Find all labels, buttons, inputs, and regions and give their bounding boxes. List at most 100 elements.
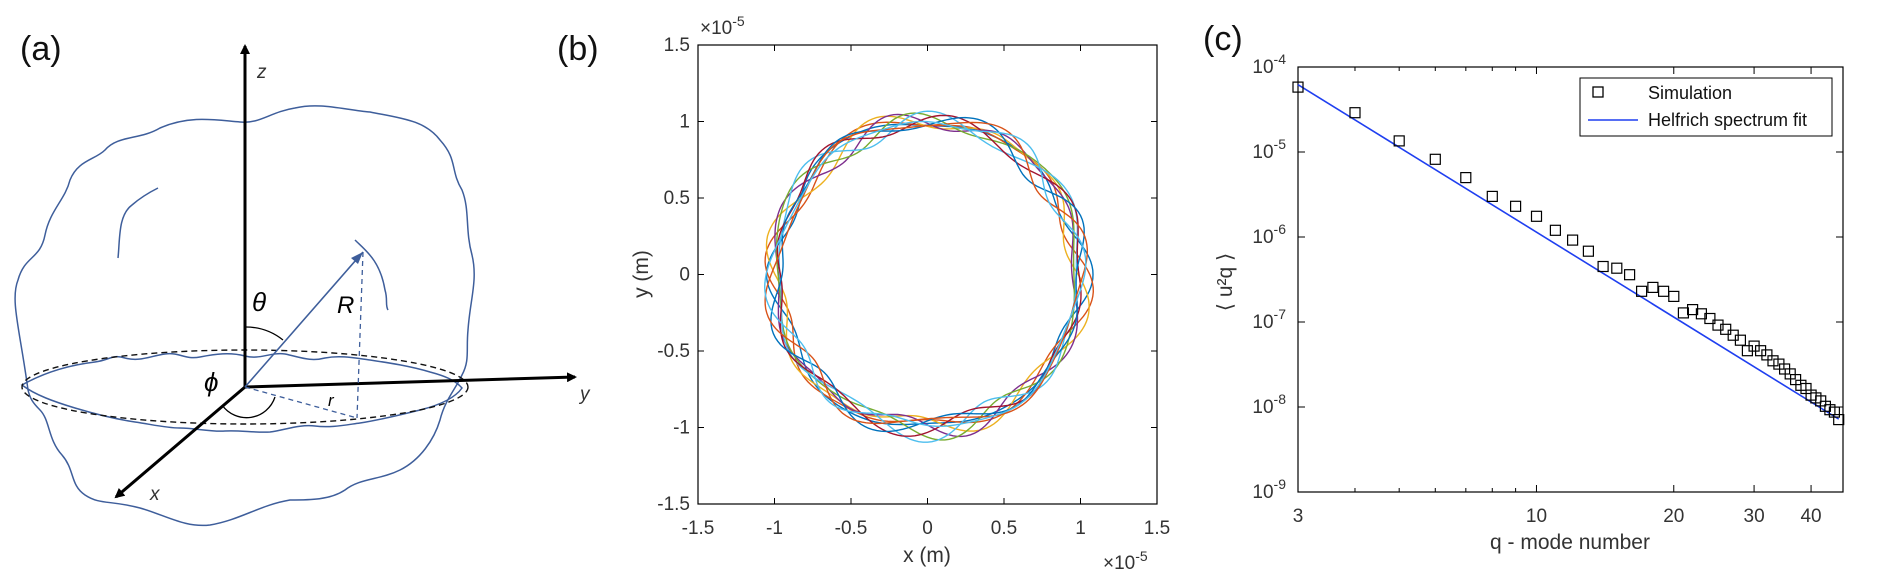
plot-c-xtick-label: 40 xyxy=(1800,506,1821,527)
plot-c-simulation-point xyxy=(1647,281,1659,293)
plot-b-xtick-label: -1.5 xyxy=(682,518,715,539)
plot-c-simulation-point xyxy=(1429,153,1441,165)
vesicle-outline xyxy=(14,105,475,527)
phi-arc xyxy=(221,396,276,419)
plot-b-contour-line xyxy=(775,112,1076,441)
legend-box xyxy=(1579,77,1833,137)
plot-c-simulation-point xyxy=(1509,200,1522,212)
panel-b: (b) -1.5 -1 -0.5 0 0.5 1 1.51.510.50-0.5-1-1.5… xyxy=(557,13,1170,574)
plot-c-ytick-label: 10-8 xyxy=(1252,391,1286,418)
panel-a-letter: (a) xyxy=(20,30,62,68)
plot-b-xtick-label: 0.5 xyxy=(991,518,1017,539)
radius-vector xyxy=(244,251,364,388)
plot-c-simulation-point xyxy=(1754,345,1767,357)
plot-b-contour-line xyxy=(770,116,1085,433)
plot-b-xmultiplier: ×10-5 xyxy=(1103,548,1148,569)
z-axis-label: z xyxy=(256,62,267,83)
plot-c-simulation-point xyxy=(1582,245,1595,257)
vesicle-fold-1 xyxy=(117,187,159,259)
y-axis-label: y xyxy=(578,384,591,405)
vesicle-fold-2 xyxy=(354,239,389,311)
plot-c-simulation-point xyxy=(1657,285,1670,297)
plot-b-ytick-label: 1 xyxy=(679,112,690,133)
plot-c-axes: 3 10 20 30 40 10-4 10-5 10-6 10-7 10-8 10-9 xyxy=(1252,51,1843,527)
phi-symbol: ϕ xyxy=(204,367,218,397)
plot-b-ytick-label: -0.5 xyxy=(657,341,690,362)
panel-a: (a) z y x θ ϕ R r xyxy=(14,30,591,527)
plot-c-simulation-point xyxy=(1833,414,1845,426)
r-symbol: r xyxy=(328,391,335,410)
plot-b-ytick-label: 0.5 xyxy=(664,188,690,209)
plot-b-ymultiplier: ×10-5 xyxy=(700,13,745,39)
plot-b-ytick-label: -1 xyxy=(673,418,690,439)
legend-fit-label: Helfrich spectrum fit xyxy=(1648,110,1807,130)
plot-c-xlabel: q - mode number xyxy=(1490,531,1650,554)
plot-b-axes: -1.5 -1 -0.5 0 0.5 1 1.5 1.5 1 0.5 0 -0.5 -1 -1.5 xyxy=(657,35,1170,539)
plot-c-simulation-point xyxy=(1677,307,1690,319)
plot-c-xtick-label: 10 xyxy=(1526,506,1547,527)
plot-c-simulation-point xyxy=(1349,107,1361,119)
panel-b-letter: (b) xyxy=(557,30,599,68)
plot-b-xtick-label: -0.5 xyxy=(835,518,868,539)
plot-b-xtick-label: -1 xyxy=(766,518,783,539)
plot-c-simulation-point xyxy=(1486,190,1498,202)
plot-c-ytick-label: 10-4 xyxy=(1252,51,1286,78)
plot-c-simulation-point xyxy=(1704,312,1716,325)
R-symbol: R xyxy=(337,292,354,319)
plot-c-frame xyxy=(1297,66,1844,493)
plot-b-ytick-label: 0 xyxy=(679,265,690,286)
plot-b-ytick-label: 1.5 xyxy=(664,35,690,56)
R-vertical-drop xyxy=(356,251,364,419)
plot-c-simulation-point xyxy=(1460,172,1472,184)
plot-b-xtick-label: 0 xyxy=(922,518,933,539)
theta-symbol: θ xyxy=(252,287,266,317)
panel-c-letter: (c) xyxy=(1203,20,1243,58)
plot-c-xtick-label: 3 xyxy=(1293,506,1304,527)
plot-b-ytick-label: -1.5 xyxy=(657,494,690,515)
plot-b-contour-line xyxy=(764,121,1088,425)
plot-c-simulation-point xyxy=(1828,406,1841,418)
plot-c-series xyxy=(1292,81,1845,426)
plot-c-simulation-point xyxy=(1292,81,1304,93)
plot-c-simulation-point xyxy=(1530,210,1543,222)
plot-c-legend: Simulation Helfrich spectrum fit xyxy=(1579,77,1833,137)
plot-c-simulation-point xyxy=(1623,269,1636,281)
theta-arc xyxy=(244,326,284,341)
plot-c-simulation-point xyxy=(1393,135,1405,147)
plot-c-simulation-point xyxy=(1597,260,1609,273)
x-axis-label: x xyxy=(149,484,161,505)
plot-c-xtick-label: 20 xyxy=(1663,506,1684,527)
plot-b-xlabel: x (m) xyxy=(903,544,951,567)
plot-c-ytick-label: 10-9 xyxy=(1252,476,1286,503)
plot-c-simulation-point xyxy=(1635,285,1648,297)
x-axis xyxy=(114,385,246,499)
panel-c: (c) 3 10 20 30 40 10-4 10-5 10-6 10-7 10-8 10-9 q … xyxy=(1203,20,1845,554)
plot-c-simulation-point xyxy=(1761,349,1773,361)
r-projection xyxy=(244,386,358,419)
radius-vector-head xyxy=(351,252,363,264)
legend-simulation-label: Simulation xyxy=(1648,83,1732,103)
plot-c-simulation-point xyxy=(1734,334,1747,346)
plot-c-ytick-label: 10-7 xyxy=(1252,306,1286,333)
plot-b-xtick-label: 1.5 xyxy=(1144,518,1170,539)
plot-c-simulation-point xyxy=(1767,355,1779,367)
y-axis xyxy=(244,372,577,389)
equator-contour xyxy=(20,352,463,433)
plot-c-simulation-point xyxy=(1686,304,1699,316)
plot-c-simulation-point xyxy=(1668,290,1680,302)
plot-b-ylabel: y (m) xyxy=(630,250,653,298)
plot-c-simulation-point xyxy=(1611,262,1623,274)
plot-c-fit-line xyxy=(1297,83,1840,420)
plot-c-simulation-point xyxy=(1712,319,1724,331)
plot-c-xtick-label: 30 xyxy=(1744,506,1765,527)
plot-c-ylabel: ⟨ u²q ⟩ xyxy=(1214,253,1237,311)
plot-b-series xyxy=(763,110,1095,443)
plot-b-contour-line xyxy=(763,120,1087,428)
plot-c-simulation-point xyxy=(1720,323,1732,335)
plot-b-contour-line xyxy=(776,114,1082,437)
plot-b-xtick-label: 1 xyxy=(1075,518,1086,539)
plot-c-ytick-label: 10-6 xyxy=(1252,221,1286,248)
legend-simulation-marker xyxy=(1592,86,1604,98)
